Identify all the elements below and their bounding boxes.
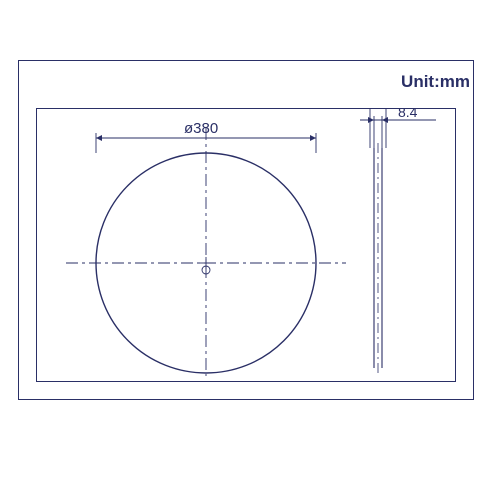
technical-drawing: ø38014.4 max.8.4 bbox=[36, 108, 456, 382]
svg-text:8.4: 8.4 bbox=[398, 108, 418, 120]
unit-label: Unit:mm bbox=[401, 72, 470, 92]
svg-text:ø380: ø380 bbox=[184, 120, 218, 137]
